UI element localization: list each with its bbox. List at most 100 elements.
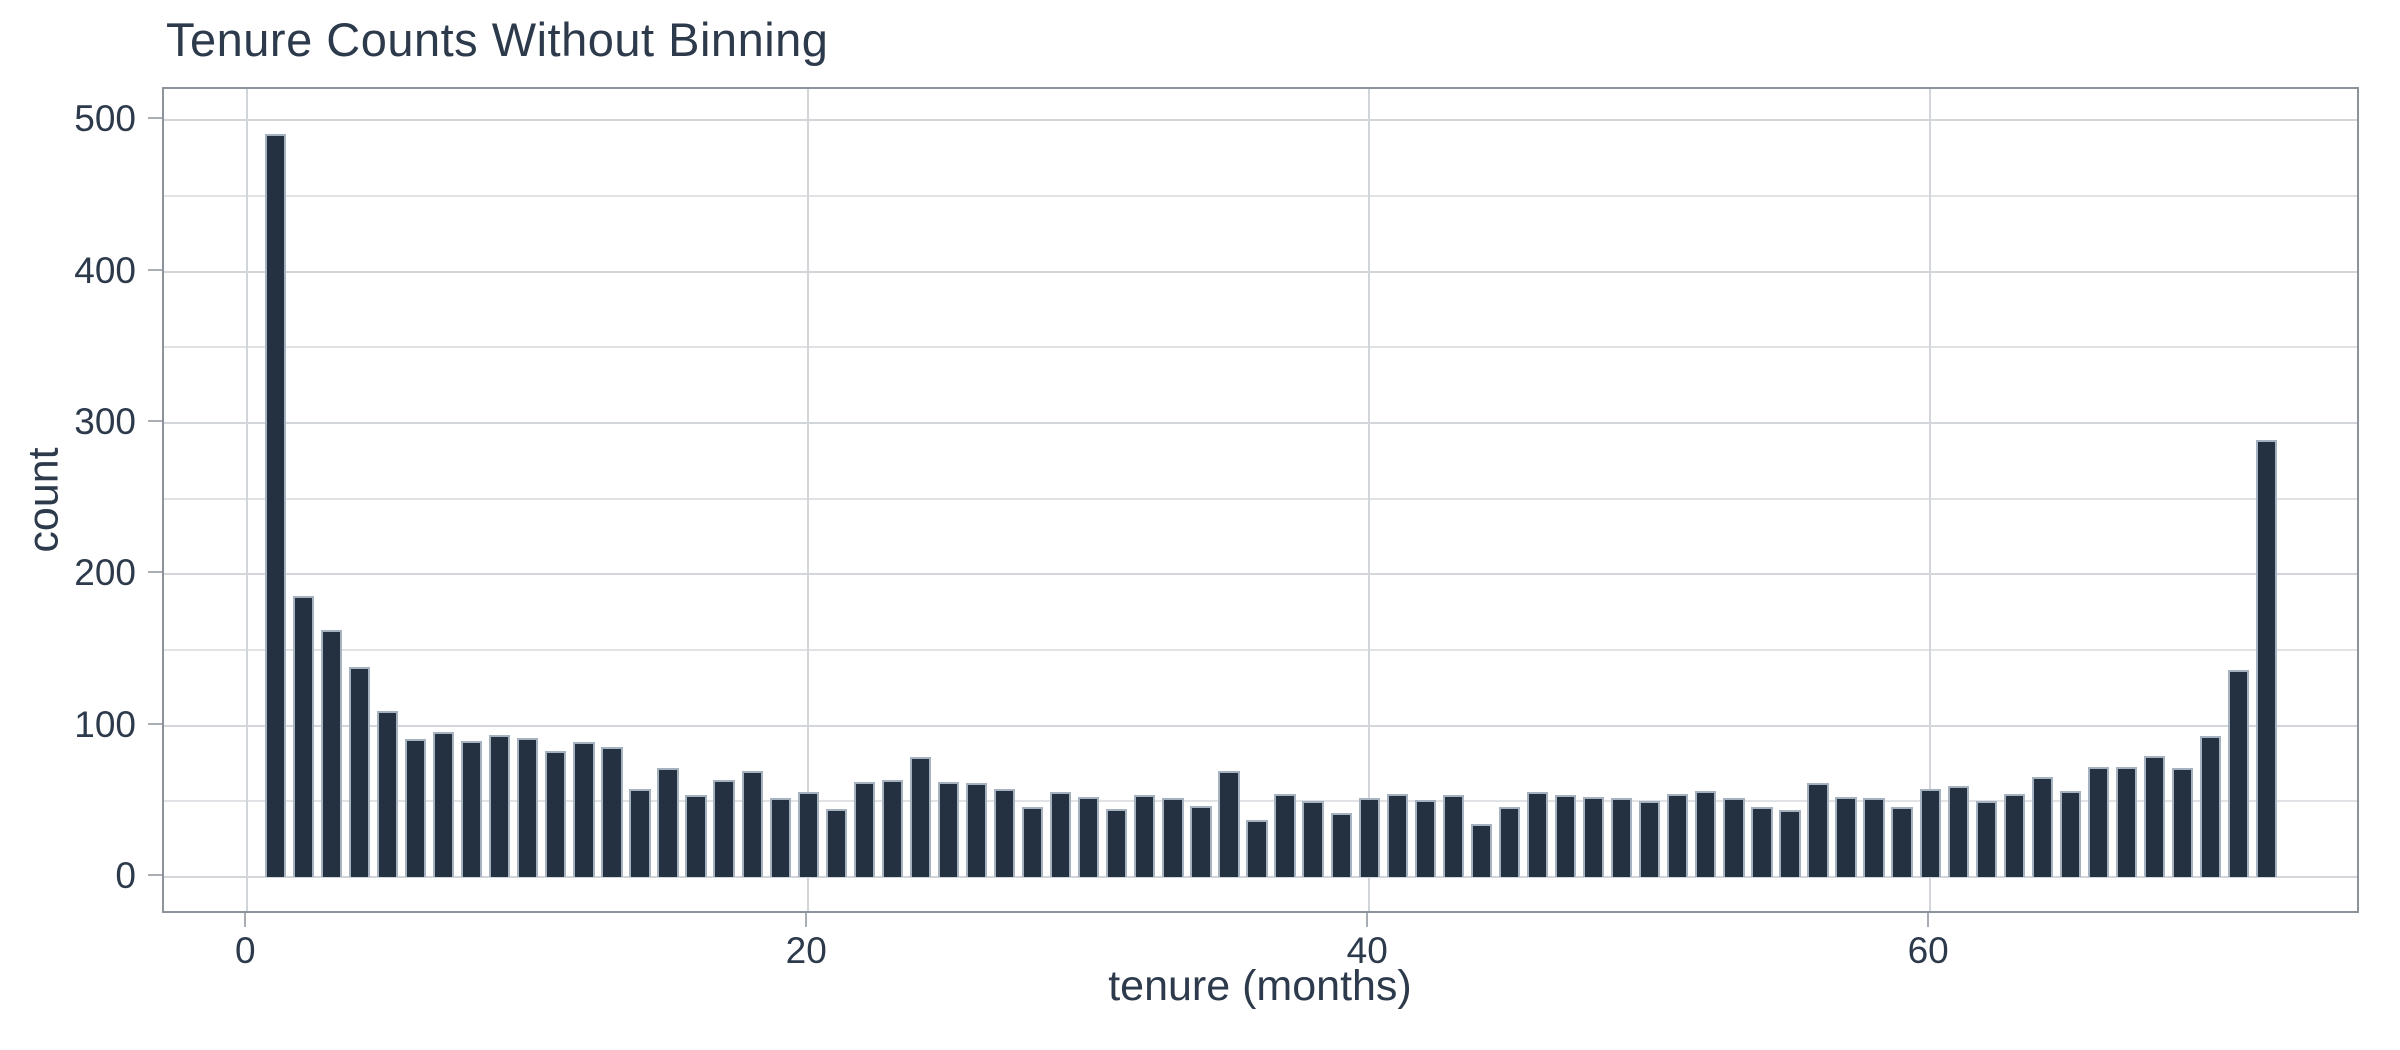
bar-tenure-37 [1274, 793, 1296, 877]
bar-tenure-23 [881, 780, 904, 877]
bar-tenure-31 [1106, 808, 1128, 877]
bar-tenure-17 [713, 780, 735, 877]
bar-tenure-57 [1835, 796, 1857, 877]
gridline-major-y-300 [164, 422, 2357, 424]
bar-tenure-53 [1723, 798, 1745, 877]
bar-tenure-66 [2087, 766, 2110, 877]
gridline-minor-y-250 [164, 497, 2357, 500]
bar-tenure-56 [1807, 783, 1829, 877]
bar-tenure-70 [2200, 736, 2222, 877]
bar-tenure-15 [657, 768, 679, 877]
bar-tenure-11 [545, 751, 567, 877]
bar-tenure-71 [2228, 669, 2250, 877]
y-tick-label-100: 100 [74, 703, 136, 745]
gridline-major-x-20 [807, 89, 810, 911]
bar-tenure-68 [2143, 755, 2166, 877]
bar-tenure-13 [601, 746, 623, 877]
bar-tenure-33 [1162, 798, 1184, 877]
bar-tenure-10 [517, 737, 539, 877]
gridline-major-y-200 [164, 573, 2357, 576]
x-tick-40 [1366, 913, 1369, 927]
x-axis-label: tenure (months) [1108, 962, 1412, 1010]
bar-tenure-19 [769, 798, 791, 877]
y-tick-500 [148, 117, 162, 120]
bar-tenure-3 [320, 630, 343, 877]
y-tick-label-200: 200 [74, 552, 136, 594]
bar-tenure-4 [348, 666, 371, 877]
bar-tenure-45 [1498, 807, 1521, 877]
bar-tenure-44 [1470, 824, 1493, 877]
bar-tenure-9 [489, 734, 511, 877]
gridline-minor-y-150 [164, 649, 2357, 651]
bar-tenure-72 [2256, 439, 2278, 877]
x-tick-0 [244, 913, 247, 927]
plot-area [162, 87, 2359, 913]
x-tick-label-60: 60 [1907, 930, 1949, 971]
bar-tenure-32 [1134, 795, 1156, 877]
bar-tenure-20 [797, 792, 819, 877]
bar-tenure-35 [1218, 771, 1240, 877]
bar-tenure-48 [1582, 796, 1605, 877]
bar-tenure-55 [1779, 810, 1801, 877]
bar-tenure-26 [965, 783, 988, 877]
gridline-major-y-0 [164, 876, 2357, 878]
x-tick-60 [1927, 913, 1930, 927]
bar-tenure-16 [685, 795, 707, 877]
bar-tenure-5 [376, 710, 399, 877]
gridline-minor-y-450 [164, 194, 2357, 197]
bar-tenure-62 [1975, 801, 1997, 877]
bar-tenure-59 [1891, 807, 1913, 877]
y-tick-label-500: 500 [74, 98, 136, 140]
bar-tenure-46 [1526, 792, 1549, 877]
bar-tenure-65 [2059, 790, 2082, 877]
bar-tenure-30 [1078, 796, 1100, 877]
bar-tenure-63 [2003, 793, 2025, 877]
bar-tenure-58 [1863, 798, 1885, 877]
chart-title: Tenure Counts Without Binning [166, 13, 829, 66]
y-tick-100 [148, 722, 162, 725]
bar-tenure-18 [741, 771, 763, 877]
bar-tenure-2 [292, 595, 315, 877]
bar-tenure-8 [461, 740, 483, 877]
bar-tenure-67 [2115, 766, 2138, 877]
bar-tenure-12 [573, 742, 595, 877]
bar-tenure-69 [2171, 768, 2194, 877]
bar-tenure-38 [1302, 801, 1324, 877]
bar-tenure-61 [1947, 786, 1969, 877]
bar-tenure-25 [937, 781, 960, 877]
bar-tenure-34 [1190, 805, 1212, 877]
x-tick-label-20: 20 [785, 930, 827, 971]
gridline-minor-y-50 [164, 800, 2357, 803]
bar-tenure-14 [629, 789, 651, 877]
bar-tenure-24 [909, 757, 932, 877]
bar-tenure-54 [1751, 807, 1773, 877]
bar-tenure-6 [404, 739, 427, 877]
x-tick-label-40: 40 [1346, 930, 1388, 971]
bar-tenure-29 [1050, 792, 1072, 877]
bar-tenure-7 [432, 731, 455, 877]
bar-tenure-21 [825, 808, 847, 877]
bar-tenure-47 [1554, 795, 1577, 877]
y-tick-label-400: 400 [74, 249, 136, 291]
bar-tenure-28 [1021, 807, 1044, 877]
y-tick-label-0: 0 [115, 855, 136, 896]
gridline-minor-y-350 [164, 346, 2357, 349]
bar-tenure-60 [1919, 789, 1941, 877]
y-tick-200 [148, 571, 162, 574]
y-tick-label-300: 300 [74, 401, 136, 442]
gridline-major-x-0 [246, 89, 249, 911]
bar-tenure-36 [1246, 819, 1268, 877]
x-tick-20 [805, 913, 808, 927]
bar-tenure-1 [264, 133, 286, 877]
x-tick-label-0: 0 [235, 930, 256, 971]
gridline-major-y-500 [164, 119, 2357, 122]
bar-tenure-43 [1442, 795, 1465, 877]
y-tick-400 [148, 268, 162, 271]
bar-tenure-52 [1695, 790, 1717, 877]
bar-tenure-49 [1610, 798, 1633, 877]
gridline-major-x-40 [1368, 89, 1371, 911]
gridline-major-x-60 [1929, 89, 1932, 911]
bar-tenure-51 [1667, 793, 1689, 877]
bar-tenure-39 [1330, 813, 1352, 877]
